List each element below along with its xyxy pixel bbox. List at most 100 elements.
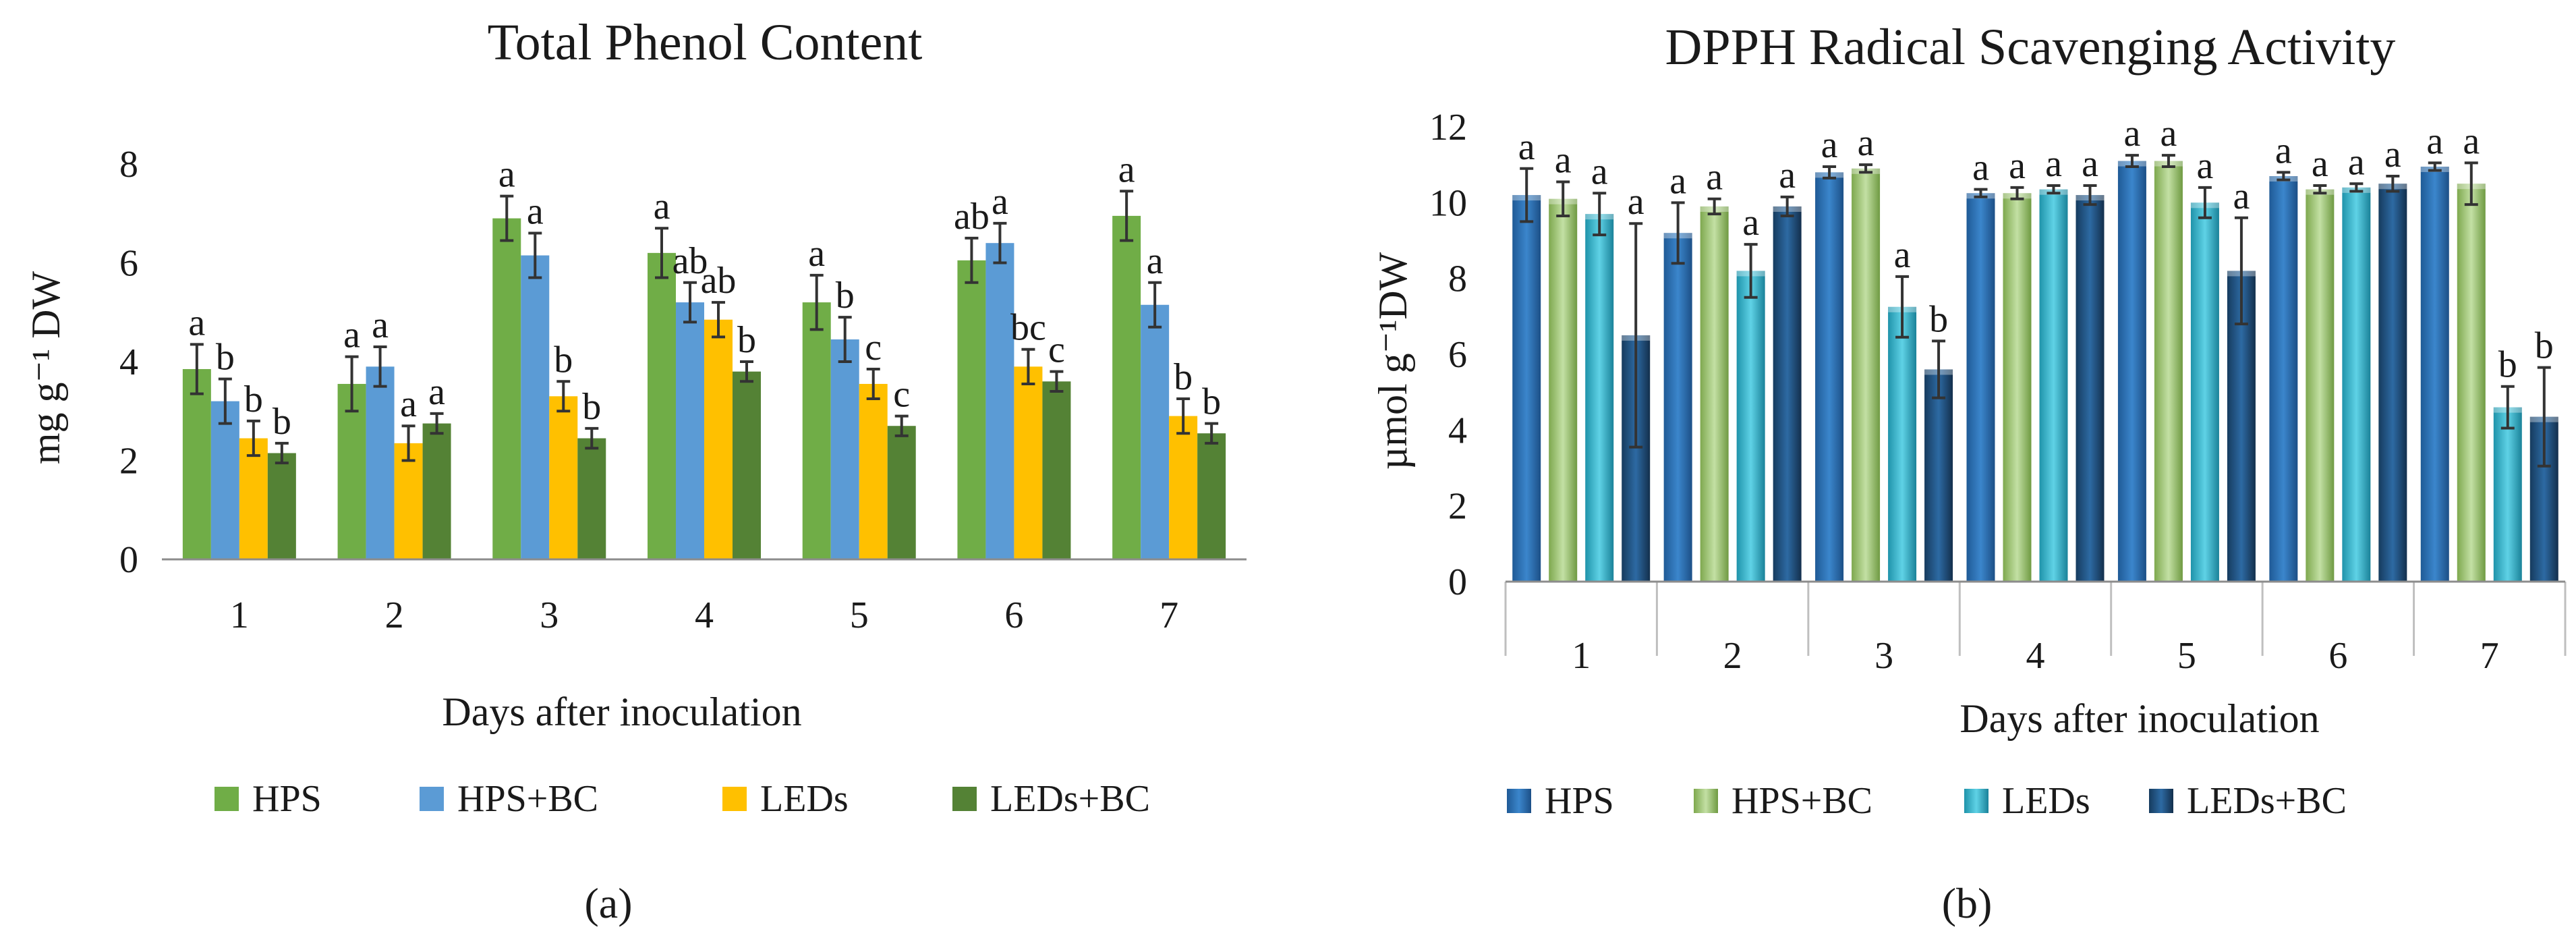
significance-letter: b xyxy=(244,379,263,420)
bar-leds-day-5 xyxy=(859,383,888,559)
bar-leds-plus-bc-day-3 xyxy=(1924,369,1953,582)
significance-letter: ab xyxy=(672,240,708,282)
bar-hps-plus-bc-day-2 xyxy=(1700,206,1729,582)
y-tick-label: 8 xyxy=(1448,258,1467,300)
significance-letter: a xyxy=(1591,150,1608,192)
bar-leds-day-5 xyxy=(2190,202,2219,582)
bar-leds-day-3 xyxy=(549,396,578,559)
significance-letter: c xyxy=(893,374,910,416)
x-tick-label: 5 xyxy=(2177,635,2196,677)
x-tick-label: 1 xyxy=(230,594,249,636)
significance-letter: b xyxy=(737,319,756,361)
bars xyxy=(182,215,1226,559)
bar-hps-plus-bc-day-1 xyxy=(1549,198,1578,582)
y-tick-label: 2 xyxy=(119,441,138,482)
legend-swatch xyxy=(214,787,239,811)
significance-letter: a xyxy=(1669,160,1686,202)
significance-letter: b xyxy=(1929,298,1948,340)
x-tick-label: 6 xyxy=(2328,635,2347,677)
bar-leds-day-1 xyxy=(239,438,268,559)
significance-letter: b xyxy=(2535,325,2554,367)
bar-leds-plus-bc-day-7 xyxy=(1197,433,1226,559)
panel-label-a: (a) xyxy=(584,879,632,927)
bar-hps-plus-bc-day-7 xyxy=(2457,184,2486,582)
bar-hps-plus-bc-day-4 xyxy=(676,302,704,559)
significance-letter: a xyxy=(428,371,445,413)
bar-leds-day-3 xyxy=(1888,306,1917,582)
significance-letter: ab xyxy=(701,260,737,302)
bar-hps-plus-bc-day-5 xyxy=(830,339,859,559)
y-ticks: 0 2 4 6 8 xyxy=(119,144,138,581)
bar-leds-plus-bc-day-2 xyxy=(422,423,451,559)
significance-letter: b xyxy=(1202,381,1221,423)
significance-letter: a xyxy=(1821,124,1838,166)
legend-label: HPS+BC xyxy=(1731,780,1872,822)
bar-hps-day-6 xyxy=(957,260,986,559)
bar-leds-plus-bc-day-4 xyxy=(2076,195,2105,582)
x-ticks: 1 2 3 4 5 6 7 xyxy=(1572,635,2499,677)
bar-hps-day-7 xyxy=(2420,166,2449,582)
significance-letter: a xyxy=(372,304,389,346)
chart-title: DPPH Radical Scavenging Activity xyxy=(1665,19,2396,76)
significance-letter: b xyxy=(2498,344,2517,386)
bar-hps-day-1 xyxy=(182,368,211,559)
x-tick-label: 2 xyxy=(385,594,404,636)
legend-label: HPS+BC xyxy=(457,778,598,820)
x-tick-label: 2 xyxy=(1723,635,1742,677)
y-axis-label: µmol g⁻¹DW xyxy=(1371,252,1415,470)
bar-leds-day-7 xyxy=(2493,407,2522,582)
significance-letter: a xyxy=(654,186,670,227)
bar-hps-day-7 xyxy=(1112,215,1141,559)
bar-hps-day-5 xyxy=(2117,161,2146,582)
bar-hps-day-1 xyxy=(1512,195,1541,582)
x-axis-label: Days after inoculation xyxy=(442,690,801,734)
legend-swatch xyxy=(1964,789,1988,813)
bar-leds-day-4 xyxy=(704,319,733,559)
bar-leds-day-2 xyxy=(1736,271,1765,582)
significance-letter: c xyxy=(865,327,882,368)
legend: HPS HPS+BC LEDs LEDs+BC xyxy=(1507,780,2347,822)
significance-letter: a xyxy=(1742,202,1759,244)
legend-label: LEDs xyxy=(760,778,849,820)
bar-leds-day-6 xyxy=(2342,187,2371,582)
significance-letter: b xyxy=(554,339,573,381)
significance-letter: a xyxy=(2348,141,2365,183)
legend-swatch xyxy=(1694,789,1718,813)
y-tick-label: 4 xyxy=(1448,410,1467,451)
legend-swatch xyxy=(2149,789,2173,813)
significance-letter: a xyxy=(1147,240,1164,282)
bar-leds-plus-bc-day-1 xyxy=(267,453,296,559)
significance-letter: a xyxy=(498,154,515,196)
legend-label: LEDs xyxy=(2002,780,2090,822)
bar-leds-plus-bc-day-5 xyxy=(887,426,916,559)
bars xyxy=(1512,161,2558,582)
significance-letter: a xyxy=(2233,175,2250,217)
x-axis-label: Days after inoculation xyxy=(1959,696,2319,741)
significance-letter: ab xyxy=(954,196,990,238)
chart-dpph: DPPH Radical Scavenging Activity µmol g⁻… xyxy=(1371,19,2567,927)
bar-hps-day-2 xyxy=(337,383,366,559)
bar-hps-plus-bc-day-3 xyxy=(1852,168,1881,582)
significance-letter: c xyxy=(1048,329,1065,371)
significance-letter: a xyxy=(2009,145,2026,187)
bar-hps-plus-bc-day-1 xyxy=(210,401,239,559)
legend: HPS HPS+BC LEDs LEDs+BC xyxy=(214,778,1150,820)
x-tick-label: 3 xyxy=(1874,635,1893,677)
significance-letter: b xyxy=(1174,356,1193,398)
bar-leds-plus-bc-day-6 xyxy=(1042,381,1071,559)
legend-label: HPS xyxy=(1545,780,1614,822)
significance-letter: bc xyxy=(1010,307,1046,349)
significance-letter: b xyxy=(216,337,235,379)
significance-letter: b xyxy=(836,275,855,316)
x-tick-label: 7 xyxy=(2480,635,2499,677)
error-bars xyxy=(1520,154,2551,468)
significance-letter: a xyxy=(1779,155,1796,196)
category-dividers xyxy=(1504,582,2567,656)
significance-letter: a xyxy=(2196,145,2213,187)
x-ticks: 1 2 3 4 5 6 7 xyxy=(230,594,1178,636)
significance-letter: a xyxy=(2160,113,2177,155)
legend-label: HPS xyxy=(252,778,322,820)
bar-leds-day-6 xyxy=(1014,366,1043,559)
